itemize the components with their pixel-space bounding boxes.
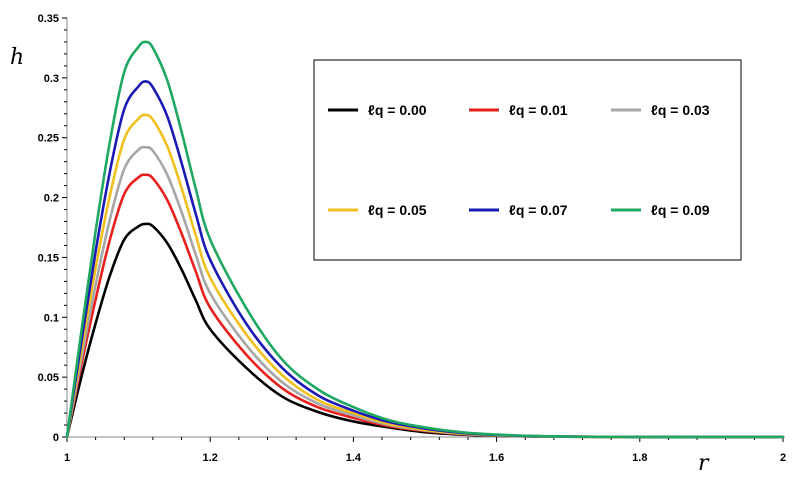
legend-label-4: ℓq = 0.07 xyxy=(509,202,568,218)
legend-label-1: ℓq = 0.01 xyxy=(509,102,568,118)
y-tick-label: 0.1 xyxy=(44,312,59,324)
x-tick-label: 1.4 xyxy=(346,452,362,464)
x-tick-label: 1.8 xyxy=(632,452,647,464)
y-tick-label: 0.35 xyxy=(38,13,59,25)
y-tick-label: 0.3 xyxy=(44,73,59,85)
legend-label-0: ℓq = 0.00 xyxy=(368,102,427,118)
x-axis-title: r xyxy=(698,451,710,476)
y-tick-label: 0.15 xyxy=(38,252,59,264)
legend-box xyxy=(313,59,742,261)
y-tick-label: 0.25 xyxy=(38,133,59,145)
y-tick-label: 0 xyxy=(53,432,59,444)
x-tick-label: 1.6 xyxy=(489,452,504,464)
x-tick-label: 1.2 xyxy=(203,452,218,464)
y-tick-label: 0.2 xyxy=(44,193,59,205)
legend-items: ℓq = 0.00 ℓq = 0.01 ℓq = 0.03 ℓq = 0.05 ℓq =… xyxy=(328,102,710,218)
x-tick-label: 2 xyxy=(780,452,786,464)
x-ticks: 1 1.2 1.4 1.6 1.8 2 xyxy=(64,437,786,464)
series-line-5 xyxy=(65,40,785,439)
x-tick-label: 1 xyxy=(64,452,70,464)
y-tick-label: 0.05 xyxy=(38,372,59,384)
legend-label-2: ℓq = 0.03 xyxy=(651,102,710,118)
series-group xyxy=(65,40,785,439)
legend-label-5: ℓq = 0.09 xyxy=(651,202,710,218)
legend: ℓq = 0.00 ℓq = 0.01 ℓq = 0.03 ℓq = 0.05 ℓq =… xyxy=(313,59,742,261)
legend-label-3: ℓq = 0.05 xyxy=(368,202,427,218)
plot-area: 1 1.2 1.4 1.6 1.8 2 0 0.05 0.1 0.15 0.2 0.25 0.3 0.3… xyxy=(38,13,786,464)
y-axis-title: h xyxy=(10,45,24,70)
y-ticks: 0 0.05 0.1 0.15 0.2 0.25 0.3 0.35 xyxy=(38,13,67,444)
